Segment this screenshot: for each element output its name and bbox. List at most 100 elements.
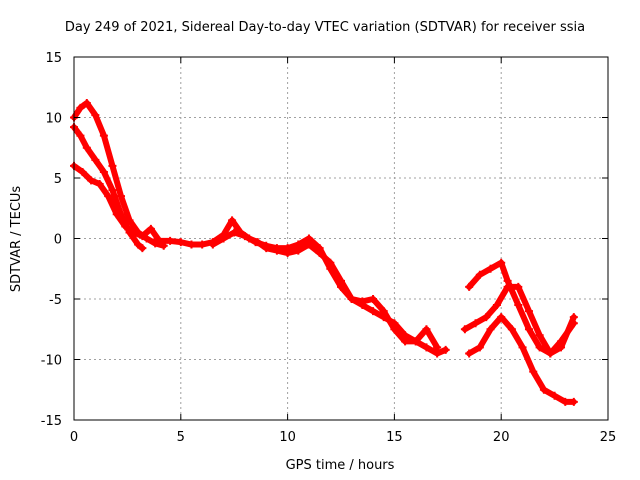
data-point: [422, 343, 431, 352]
x-tick-label: 0: [70, 430, 78, 445]
data-layer: [70, 98, 578, 406]
series-track-6: [465, 313, 578, 406]
data-point: [561, 397, 570, 406]
y-tick-label: 15: [45, 51, 62, 66]
data-point: [422, 325, 431, 334]
x-axis-label: GPS time / hours: [286, 458, 395, 473]
data-point: [166, 236, 175, 245]
data-point: [99, 167, 108, 176]
data-point: [524, 307, 533, 316]
data-point: [441, 345, 450, 354]
data-point: [497, 313, 506, 322]
data-point: [230, 228, 239, 237]
data-point: [138, 232, 147, 241]
data-point: [304, 234, 313, 243]
data-point: [514, 282, 523, 291]
data-point: [78, 167, 87, 176]
data-point: [503, 282, 512, 291]
data-point: [99, 131, 108, 140]
data-point: [433, 343, 442, 352]
data-point: [108, 161, 117, 170]
data-point: [546, 349, 555, 358]
chart-title: Day 249 of 2021, Sidereal Day-to-day VTE…: [65, 20, 585, 35]
data-point: [87, 176, 96, 185]
data-point: [569, 313, 578, 322]
data-point: [486, 325, 495, 334]
y-tick-label: 0: [54, 233, 62, 248]
data-point: [208, 240, 217, 249]
grid-layer: [74, 57, 608, 420]
data-point: [529, 367, 538, 376]
data-point: [497, 258, 506, 267]
data-point: [219, 234, 228, 243]
data-point: [524, 325, 533, 334]
data-point: [514, 301, 523, 310]
data-point: [283, 244, 292, 253]
data-point: [326, 264, 335, 273]
data-point: [518, 343, 527, 352]
data-point: [401, 331, 410, 340]
tick-layer: 0 5 10 15 20 25 -15 -10 -5 0 5 10 15: [41, 51, 617, 445]
data-point: [82, 98, 91, 107]
data-point: [475, 343, 484, 352]
data-point: [507, 325, 516, 334]
data-point: [465, 349, 474, 358]
data-point: [379, 313, 388, 322]
data-point: [486, 264, 495, 273]
series-line: [71, 124, 146, 252]
data-point: [272, 244, 281, 253]
data-point: [176, 238, 185, 247]
data-point: [460, 325, 469, 334]
y-tick-label: -10: [41, 354, 62, 369]
series-line: [209, 229, 441, 351]
data-point: [129, 228, 138, 237]
data-point: [535, 331, 544, 340]
data-point: [116, 192, 125, 201]
data-point: [108, 186, 117, 195]
data-point: [240, 232, 249, 241]
data-point: [358, 301, 367, 310]
data-point: [465, 282, 474, 291]
data-point: [411, 337, 420, 346]
data-point: [315, 244, 324, 253]
data-point: [134, 240, 143, 249]
series-track-5: [208, 228, 442, 352]
x-tick-label: 5: [177, 430, 185, 445]
data-point: [337, 282, 345, 291]
data-point: [82, 143, 91, 152]
data-point: [251, 238, 260, 247]
data-point: [151, 236, 160, 245]
data-point: [294, 240, 303, 249]
data-point: [539, 385, 548, 394]
data-point: [535, 343, 544, 352]
data-point: [475, 270, 484, 279]
data-point: [76, 131, 85, 140]
y-tick-label: -15: [41, 414, 62, 429]
data-point: [471, 319, 480, 328]
data-point: [482, 313, 491, 322]
data-point: [121, 222, 130, 231]
y-tick-label: -5: [49, 293, 62, 308]
y-tick-label: 10: [45, 112, 62, 127]
data-point: [76, 103, 85, 112]
data-point: [91, 111, 100, 120]
x-tick-label: 15: [386, 430, 403, 445]
data-point: [569, 397, 578, 406]
data-point: [492, 301, 501, 310]
y-axis-label: SDTVAR / TECUs: [9, 186, 24, 293]
data-point: [138, 244, 147, 253]
data-point: [198, 240, 207, 249]
data-point: [91, 155, 100, 164]
data-point: [390, 319, 399, 328]
data-point: [228, 216, 237, 225]
x-tick-label: 20: [493, 430, 510, 445]
data-point: [146, 224, 155, 233]
data-point: [112, 210, 121, 219]
data-point: [347, 295, 356, 303]
data-point: [369, 307, 378, 316]
data-point: [187, 240, 196, 249]
x-tick-label: 25: [600, 430, 617, 445]
y-tick-label: 5: [54, 172, 62, 187]
